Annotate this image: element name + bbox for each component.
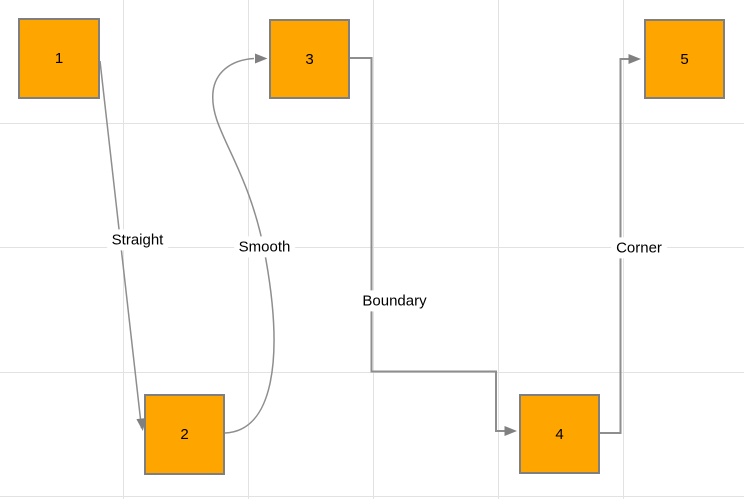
edge-smooth[interactable] (212, 57, 275, 434)
node-3[interactable]: 3 (269, 19, 350, 99)
arrowhead-smooth (255, 53, 268, 64)
arrowhead-boundary (504, 426, 517, 436)
arrowhead-straight (136, 418, 147, 431)
edge-boundary[interactable] (350, 57, 513, 432)
node-label: 1 (54, 50, 64, 67)
node-5[interactable]: 5 (644, 19, 725, 99)
node-1[interactable]: 1 (18, 18, 100, 99)
edge-label-smooth[interactable]: Smooth (233, 236, 296, 258)
edge-label-corner[interactable]: Corner (611, 236, 667, 259)
node-label: 2 (180, 426, 189, 443)
node-label: 3 (305, 50, 314, 68)
edge-label-boundary[interactable]: Boundary (357, 290, 432, 312)
node-label: 5 (680, 50, 689, 68)
node-4[interactable]: 4 (519, 394, 600, 474)
arrowhead-corner (628, 54, 641, 64)
edges (99, 53, 641, 436)
node-2[interactable]: 2 (144, 394, 225, 475)
node-label: 4 (555, 425, 564, 443)
edge-label-straight[interactable]: Straight (106, 229, 169, 251)
